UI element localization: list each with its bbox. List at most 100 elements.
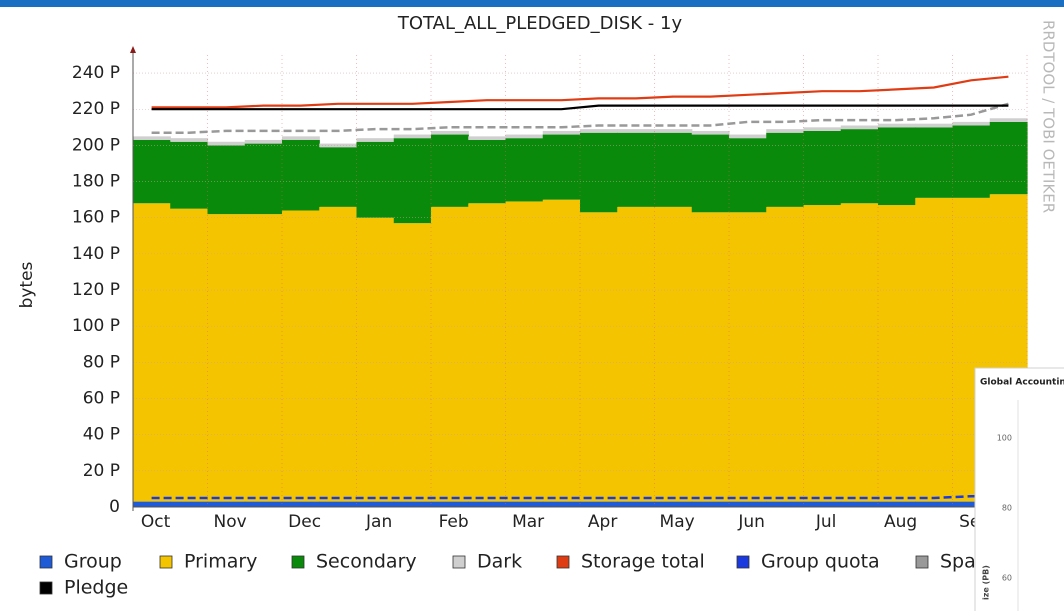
legend-swatch — [39, 581, 53, 595]
series-line — [151, 104, 1009, 111]
area-segment — [729, 134, 767, 139]
area-segment — [319, 501, 358, 507]
legend-swatch — [556, 555, 570, 569]
legend-swatch — [452, 555, 466, 569]
area-segment — [691, 134, 730, 213]
area-segment — [654, 132, 693, 207]
area-segment — [542, 501, 581, 507]
area-segment — [580, 132, 618, 213]
legend-swatch — [915, 555, 929, 569]
legend-swatch — [39, 555, 53, 569]
area-segment — [542, 134, 581, 200]
area-segment — [244, 501, 283, 507]
area-segment — [952, 501, 991, 507]
area-segment — [505, 501, 544, 507]
legend-label: Primary — [184, 551, 257, 573]
area-segment — [282, 136, 320, 140]
area-segment — [617, 501, 656, 507]
y-axis-label: bytes — [17, 261, 37, 308]
area-segment — [617, 132, 656, 207]
area-segment — [170, 138, 209, 142]
area-segment — [393, 138, 432, 224]
area-segment — [878, 123, 916, 128]
inset-chart: Global Accounting 100 80 60 ize (PB) — [974, 367, 1064, 611]
x-tick-label: Dec — [288, 512, 321, 532]
area-segment — [207, 214, 246, 502]
area-segment — [282, 210, 320, 502]
area-segment — [244, 139, 283, 144]
area-segment — [654, 501, 693, 507]
area-segment — [691, 130, 730, 135]
area-segment — [580, 129, 618, 133]
area-segment — [319, 143, 358, 148]
area-segment — [431, 501, 469, 507]
x-tick-label: Jul — [815, 512, 837, 532]
y-tick-label: 100 P — [72, 316, 120, 336]
area-segment — [468, 501, 507, 507]
chart-title: TOTAL_ALL_PLEDGED_DISK - 1y — [397, 13, 683, 34]
area-segment — [542, 199, 581, 502]
legend-label: Secondary — [316, 551, 417, 573]
area-segment — [840, 129, 879, 204]
top-bar — [0, 0, 1064, 7]
area-segment — [803, 130, 842, 206]
area-segment — [952, 121, 991, 126]
inset-panel — [974, 367, 1064, 611]
x-tick-label: May — [660, 512, 695, 532]
watermark: RRDTOOL / TOBI OETIKER — [1040, 20, 1058, 213]
legend-swatch — [159, 555, 173, 569]
area-segment — [282, 501, 320, 507]
area-segment — [878, 127, 916, 206]
y-tick-label: 60 P — [83, 389, 120, 409]
area-segment — [766, 129, 805, 133]
area-segment — [505, 134, 544, 139]
legend-swatch — [736, 555, 750, 569]
inset-tick: 80 — [1002, 504, 1012, 513]
area-segment — [244, 214, 283, 502]
y-tick-label: 180 P — [72, 172, 120, 192]
area-segment — [133, 136, 171, 140]
x-tick-label: Aug — [884, 512, 917, 532]
area-segment — [580, 501, 618, 507]
inset-title: Global Accounting — [980, 378, 1064, 388]
area-segment — [207, 501, 246, 507]
y-tick-label: 220 P — [72, 99, 120, 119]
area-segment — [729, 501, 767, 507]
area-segment — [580, 212, 618, 502]
area-segment — [431, 134, 469, 207]
area-segment — [766, 501, 805, 507]
area-segment — [803, 501, 842, 507]
area-segment — [915, 501, 954, 507]
inset-tick: 60 — [1002, 574, 1012, 583]
area-segment — [691, 212, 730, 502]
legend-swatch — [291, 555, 305, 569]
area-segment — [654, 206, 693, 502]
area-segment — [542, 130, 581, 135]
x-tick-label: Jun — [737, 512, 765, 532]
area-segment — [803, 205, 842, 502]
legend-label: Pledge — [64, 577, 128, 599]
area-segment — [468, 136, 507, 140]
y-tick-label: 120 P — [72, 280, 120, 300]
area-segment — [244, 143, 283, 215]
y-tick-label: 20 P — [83, 461, 120, 481]
area-segment — [356, 217, 395, 502]
area-segment — [170, 208, 209, 502]
area-segment — [505, 201, 544, 502]
area-segment — [133, 139, 171, 204]
area-segment — [170, 501, 209, 507]
area-segment — [431, 130, 469, 135]
area-segment — [915, 127, 954, 198]
area-segment — [617, 206, 656, 502]
area-segment — [840, 125, 879, 130]
area-segment — [431, 206, 469, 502]
area-segment — [356, 141, 395, 218]
area-segment — [766, 132, 805, 207]
legend-label: Spa — [940, 551, 976, 573]
area-segment — [915, 197, 954, 502]
y-tick-label: 140 P — [72, 244, 120, 264]
inset-tick: 100 — [997, 434, 1012, 443]
area-segment — [989, 118, 1028, 122]
x-tick-label: Feb — [439, 512, 469, 532]
area-segment — [691, 501, 730, 507]
